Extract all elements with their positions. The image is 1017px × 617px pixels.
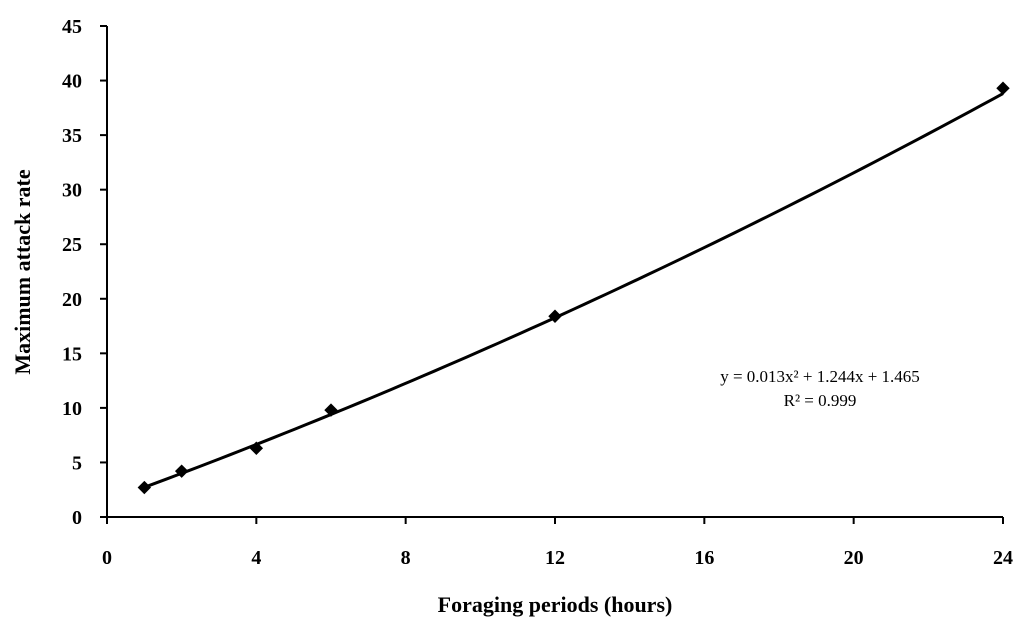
x-tick-label: 24	[993, 547, 1013, 569]
data-point	[996, 81, 1010, 95]
y-tick-label: 40	[62, 71, 82, 93]
x-axis-ticks: 0 4 8 12 16 20 24	[102, 517, 1013, 569]
trendline	[143, 92, 1004, 489]
data-points	[137, 81, 1010, 495]
y-tick-label: 35	[62, 125, 82, 147]
r-squared-label: R² = 0.999	[784, 391, 857, 410]
x-tick-label: 4	[251, 547, 261, 569]
y-tick-label: 45	[62, 16, 82, 38]
x-tick-label: 8	[401, 547, 411, 569]
y-axis-ticks: 0 5 10 15 20 25 30 35 40 45	[62, 16, 107, 529]
y-tick-label: 25	[62, 234, 82, 256]
trendline-equation: y = 0.013x² + 1.244x + 1.465	[720, 367, 920, 386]
data-point	[324, 403, 338, 417]
axes	[106, 26, 1003, 518]
y-tick-label: 10	[62, 398, 82, 420]
y-tick-label: 0	[72, 507, 82, 529]
x-tick-label: 12	[545, 547, 565, 569]
data-point	[548, 309, 562, 323]
x-tick-label: 0	[102, 547, 112, 569]
x-tick-label: 16	[694, 547, 714, 569]
y-tick-label: 30	[62, 180, 82, 202]
y-tick-label: 5	[72, 452, 82, 474]
x-tick-label: 20	[844, 547, 864, 569]
data-point	[174, 464, 189, 478]
data-point	[137, 480, 152, 495]
data-point	[249, 441, 264, 455]
y-tick-label: 20	[62, 289, 82, 311]
y-axis-title: Maximum attack rate	[10, 169, 35, 375]
y-tick-label: 15	[62, 343, 82, 365]
x-axis-title: Foraging periods (hours)	[438, 592, 673, 617]
